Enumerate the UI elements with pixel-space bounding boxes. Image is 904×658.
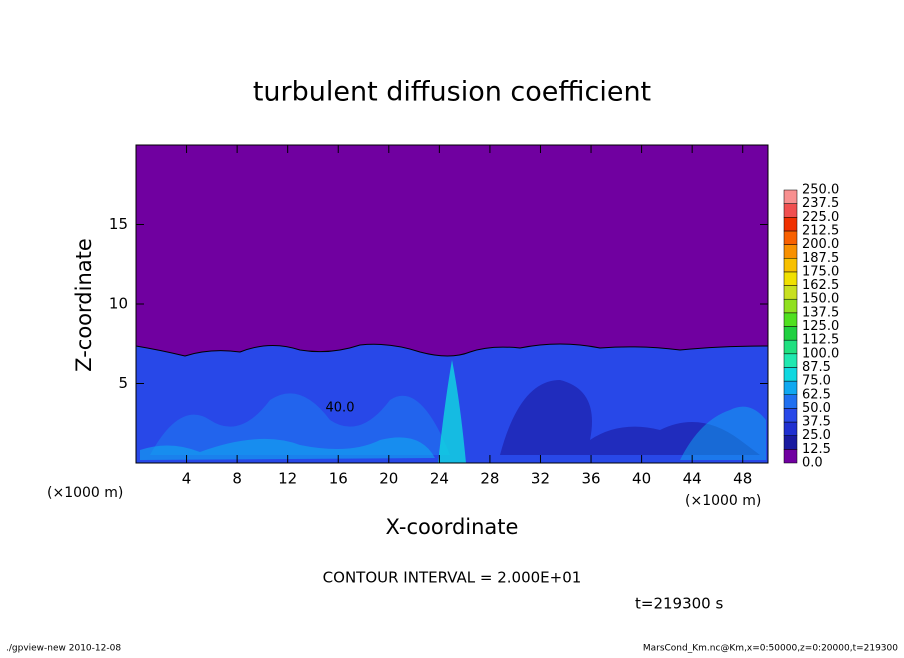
x-axis-label: X-coordinate bbox=[386, 515, 519, 539]
footer-right: MarsCond_Km.nc@Km,x=0:50000,z=0:20000,t=… bbox=[643, 644, 898, 654]
colorbar-bin bbox=[783, 203, 798, 218]
colorbar-bin bbox=[783, 312, 798, 327]
colorbar-label: 187.5 bbox=[802, 251, 839, 266]
footer-left: ./gpview-new 2010-12-08 bbox=[6, 644, 121, 654]
field: 40.0 bbox=[135, 144, 769, 464]
colorbar-bin bbox=[783, 408, 798, 423]
contour-interval: CONTOUR INTERVAL = 2.000E+01 bbox=[323, 569, 582, 587]
colorbar-bin bbox=[783, 421, 798, 436]
x-tick-label: 28 bbox=[480, 470, 499, 488]
colorbar-bin bbox=[783, 230, 798, 245]
x-tick-label: 12 bbox=[278, 470, 297, 488]
contour-line bbox=[135, 343, 769, 357]
colorbar-label: 237.5 bbox=[802, 196, 839, 211]
x-tick-label: 40 bbox=[632, 470, 651, 488]
x-unit: (×1000 m) bbox=[685, 493, 761, 509]
time-label: t=219300 s bbox=[635, 595, 723, 613]
chart-title: turbulent diffusion coefficient bbox=[253, 77, 651, 108]
y-tick-label: 15 bbox=[109, 215, 128, 233]
colorbar-label: 0.0 bbox=[802, 456, 823, 471]
field-patch bbox=[150, 393, 450, 455]
colorbar-label: 112.5 bbox=[802, 333, 839, 348]
colorbar-label: 250.0 bbox=[802, 183, 839, 198]
field-patch bbox=[680, 406, 766, 460]
colorbar-label: 225.0 bbox=[802, 210, 839, 225]
colorbar-bin bbox=[783, 258, 798, 273]
colorbar-label: 87.5 bbox=[802, 360, 831, 375]
colorbar-bin bbox=[783, 435, 798, 450]
field-patch bbox=[438, 360, 466, 463]
x-tick-label: 20 bbox=[379, 470, 398, 488]
x-tick-label: 16 bbox=[329, 470, 348, 488]
y-tick-label: 5 bbox=[118, 374, 128, 392]
colorbar-label: 62.5 bbox=[802, 387, 831, 402]
y-unit: (×1000 m) bbox=[47, 485, 123, 501]
x-tick-label: 32 bbox=[531, 470, 550, 488]
y-tick-label: 10 bbox=[109, 295, 128, 313]
y-axis-label: Z-coordinate bbox=[72, 238, 96, 372]
colorbar-bin bbox=[783, 394, 798, 409]
colorbar-bin bbox=[783, 298, 798, 314]
x-tick-label: 24 bbox=[430, 470, 449, 488]
colorbar-label: 100.0 bbox=[802, 346, 839, 361]
colorbar-bin bbox=[783, 353, 798, 368]
colorbar-bin bbox=[783, 285, 798, 300]
colorbar-label: 150.0 bbox=[802, 292, 839, 307]
colorbar-label: 75.0 bbox=[802, 374, 831, 389]
colorbar-bin bbox=[783, 217, 798, 232]
colorbar-label: 162.5 bbox=[802, 278, 839, 293]
x-tick-label: 8 bbox=[232, 470, 242, 488]
x-tick-label: 44 bbox=[683, 470, 702, 488]
colorbar-label: 37.5 bbox=[802, 415, 831, 430]
x-tick-label: 36 bbox=[581, 470, 600, 488]
colorbar-label: 12.5 bbox=[802, 442, 831, 457]
colorbar-label: 25.0 bbox=[802, 428, 831, 443]
contour-label: 40.0 bbox=[326, 401, 355, 416]
colorbar-label: 125.0 bbox=[802, 319, 839, 334]
colorbar-label: 200.0 bbox=[802, 237, 839, 252]
colorbar-bin bbox=[783, 339, 798, 355]
colorbar-label: 137.5 bbox=[802, 305, 839, 320]
colorbar-bin bbox=[783, 367, 798, 382]
colorbar-bin bbox=[783, 449, 798, 464]
field-patch bbox=[140, 437, 435, 460]
colorbar-label: 50.0 bbox=[802, 401, 831, 416]
colorbar-bin bbox=[783, 380, 798, 396]
x-tick-label: 48 bbox=[733, 470, 752, 488]
colorbar-label: 175.0 bbox=[802, 264, 839, 279]
colorbar-bin bbox=[783, 189, 798, 204]
colorbar-label: 212.5 bbox=[802, 223, 839, 238]
colorbar-bin bbox=[783, 326, 798, 341]
x-tick-label: 4 bbox=[182, 470, 192, 488]
colorbar-bin bbox=[783, 271, 798, 286]
colorbar-bin bbox=[783, 244, 798, 259]
